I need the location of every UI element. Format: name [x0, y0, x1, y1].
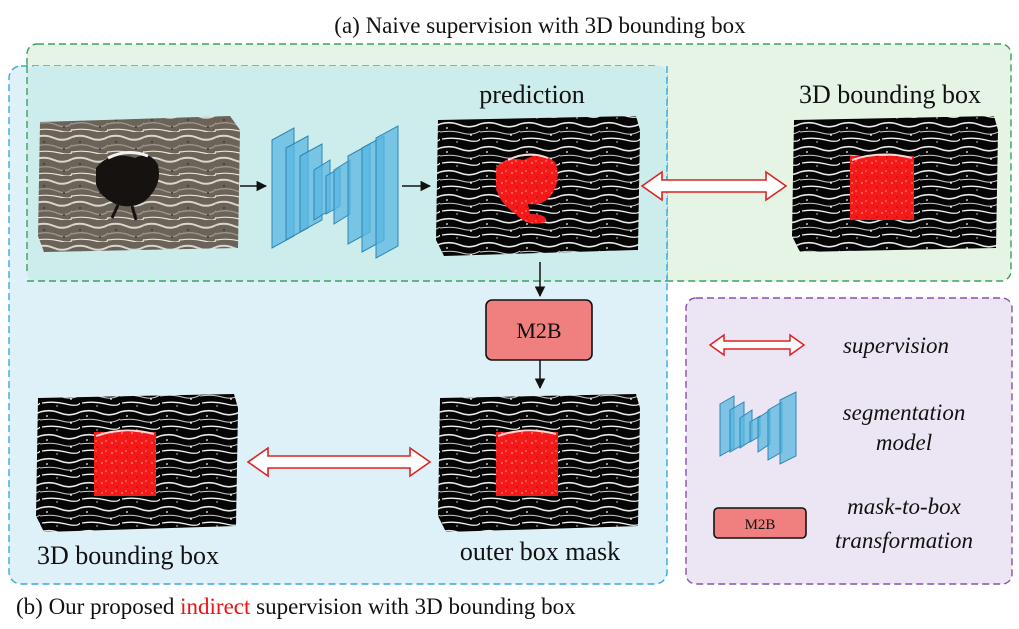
- bbox-bottom-pointcloud: [36, 394, 238, 532]
- label-bbox-bottom: 3D bounding box: [37, 541, 219, 570]
- legend-supervision-arrow: [708, 333, 806, 357]
- title-a: (a) Naive supervision with 3D bounding b…: [334, 13, 746, 38]
- legend-segmentation-icon: [719, 391, 797, 465]
- legend-supervision-label: supervision: [843, 333, 949, 358]
- m2b-block: M2B: [485, 299, 593, 361]
- legend-m2b-chip: M2B: [713, 507, 807, 539]
- legend-m2b-chip-label: M2B: [745, 517, 776, 533]
- title-b-suffix: supervision with 3D bounding box: [250, 594, 576, 619]
- outer-box-mask-pointcloud: [438, 394, 640, 532]
- prediction-pointcloud: [436, 116, 640, 256]
- legend-segmentation-line2: model: [876, 430, 932, 455]
- segmentation-network: [271, 125, 399, 259]
- title-b-highlight: indirect: [180, 594, 251, 619]
- bbox-top-pointcloud: [792, 116, 998, 252]
- legend-m2b-line2: transformation: [835, 528, 973, 553]
- title-b-prefix: (b) Our proposed: [16, 594, 180, 619]
- input-image: [38, 116, 240, 252]
- label-prediction: prediction: [479, 80, 584, 109]
- supervision-arrow-top: [640, 170, 788, 202]
- legend-m2b-line1: mask-to-box: [847, 494, 961, 519]
- m2b-block-label: M2B: [516, 318, 561, 343]
- legend-segmentation-line1: segmentation: [843, 400, 966, 425]
- label-outer-box-mask: outer box mask: [460, 537, 620, 566]
- title-b: (b) Our proposed indirect supervision wi…: [16, 594, 576, 619]
- supervision-arrow-bottom: [246, 446, 432, 478]
- label-bbox-top: 3D bounding box: [799, 80, 981, 109]
